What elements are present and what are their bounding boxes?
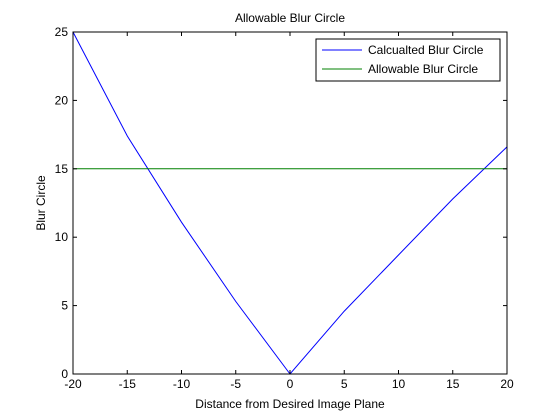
chart-title: Allowable Blur Circle bbox=[235, 11, 345, 25]
x-tick-label: 0 bbox=[287, 377, 294, 391]
y-tick-label: 25 bbox=[55, 25, 69, 39]
y-tick-label: 15 bbox=[55, 162, 69, 176]
y-axis-label: Blur Circle bbox=[34, 175, 48, 231]
x-tick-label: -5 bbox=[230, 377, 241, 391]
legend-box bbox=[315, 38, 501, 82]
y-tick-label: 20 bbox=[55, 93, 69, 107]
x-tick-label: 5 bbox=[341, 377, 348, 391]
y-tick-label: 10 bbox=[55, 230, 69, 244]
legend-label-2: Allowable Blur Circle bbox=[368, 62, 478, 76]
legend-label-1: Calcualted Blur Circle bbox=[368, 43, 484, 57]
y-tick-label: 0 bbox=[61, 367, 68, 381]
x-tick-label: -20 bbox=[64, 377, 82, 391]
x-axis-label: Distance from Desired Image Plane bbox=[195, 397, 385, 411]
x-tick-label: 10 bbox=[392, 377, 406, 391]
plot-area bbox=[73, 32, 507, 374]
x-tick-label: 20 bbox=[500, 377, 514, 391]
legend: Calcualted Blur Circle Allowable Blur Cir… bbox=[315, 38, 501, 82]
ticks-layer: -20 -15 -10 -5 0 5 10 15 20 0 5 10 15 20 25 bbox=[55, 25, 514, 391]
x-tick-label: 15 bbox=[446, 377, 460, 391]
x-tick-label: -15 bbox=[119, 377, 137, 391]
x-tick-label: -10 bbox=[173, 377, 191, 391]
y-tick-label: 5 bbox=[61, 299, 68, 313]
